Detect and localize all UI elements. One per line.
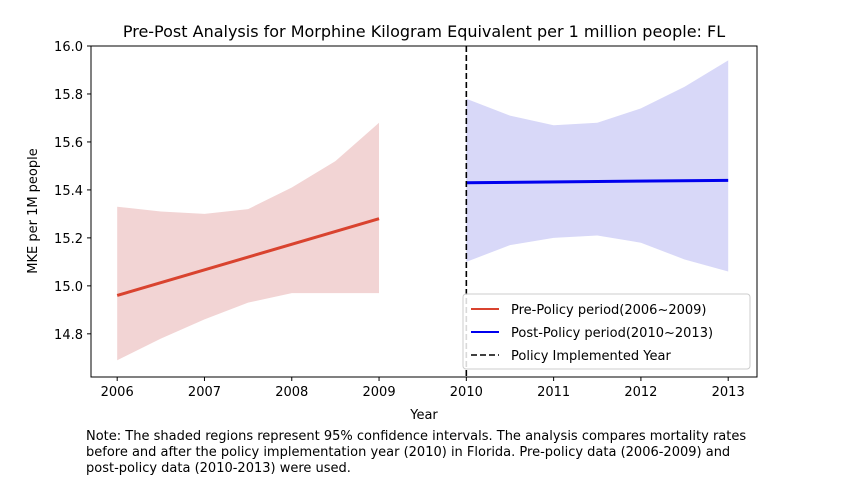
x-tick-label: 2011 xyxy=(537,385,570,400)
x-tick-label: 2009 xyxy=(363,385,396,400)
y-tick-label: 15.0 xyxy=(54,280,83,295)
legend-label-1: Post-Policy period(2010~2013) xyxy=(511,326,713,341)
x-axis-label: Year xyxy=(409,408,438,423)
y-tick-label: 15.8 xyxy=(54,88,83,103)
y-tick-label: 14.8 xyxy=(54,328,83,343)
legend: Pre-Policy period(2006~2009) Post-Policy … xyxy=(462,293,751,370)
y-tick-label: 15.6 xyxy=(54,136,83,151)
chart-title: Pre-Post Analysis for Morphine Kilogram … xyxy=(123,22,725,41)
x-tick-label: 2007 xyxy=(188,385,221,400)
plot-area: 2006 2007 2008 2009 2010 2011 2012 2013 14.8 15.0… xyxy=(54,40,758,400)
y-axis-label: MKE per 1M people xyxy=(26,148,41,274)
chart-note: Note: The shaded regions represent 95% c… xyxy=(86,429,856,477)
ci-band-0 xyxy=(117,122,379,361)
note-line-1: Note: The shaded regions represent 95% c… xyxy=(86,429,747,444)
x-tick-label: 2013 xyxy=(712,385,745,400)
x-tick-label: 2006 xyxy=(101,385,134,400)
y-tick-label: 16.0 xyxy=(54,40,83,55)
chart: Pre-Post Analysis for Morphine Kilogram … xyxy=(26,22,758,423)
ci-band-1 xyxy=(466,60,729,272)
x-tick-label: 2008 xyxy=(275,385,308,400)
legend-label-0: Pre-Policy period(2006~2009) xyxy=(511,303,707,318)
series-line-0 xyxy=(116,217,380,297)
note-line-2: before and after the policy implementati… xyxy=(86,445,731,460)
legend-box xyxy=(462,293,751,370)
note-line-3: post-policy data (2010-2013) were used. xyxy=(86,461,351,476)
y-tick-label: 15.2 xyxy=(54,232,83,247)
legend-label-2: Policy Implemented Year xyxy=(511,349,671,364)
x-tick-label: 2012 xyxy=(624,385,657,400)
x-tick-label: 2010 xyxy=(450,385,483,400)
series-line-1 xyxy=(466,178,729,185)
plot-frame xyxy=(90,45,758,378)
y-tick-label: 15.4 xyxy=(54,184,83,199)
